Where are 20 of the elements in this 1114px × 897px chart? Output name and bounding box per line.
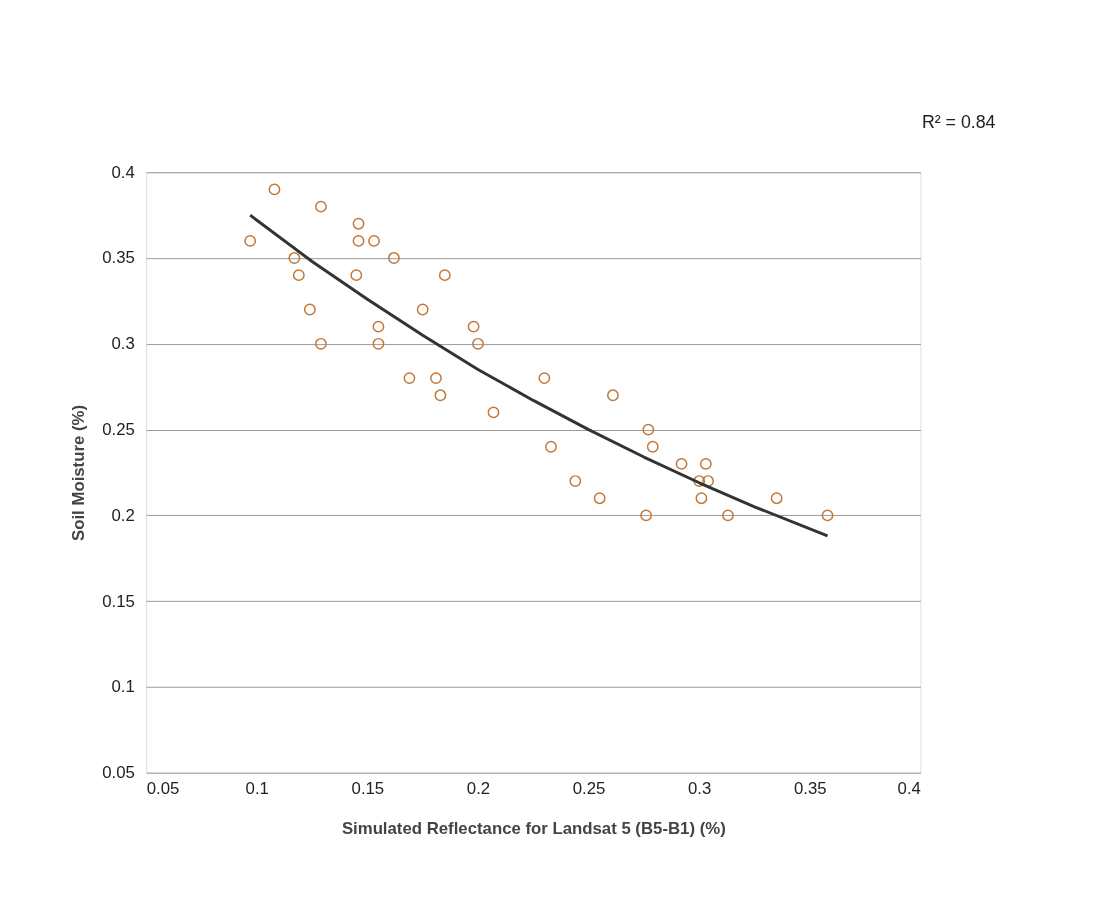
line-series xyxy=(248,213,829,538)
x-tick-label: 0.35 xyxy=(794,778,827,798)
x-tick-label: 0.15 xyxy=(351,778,385,798)
x-tick-label: 0.3 xyxy=(688,778,712,798)
y-axis-title: Soil Moisture (%) xyxy=(69,404,89,541)
y-tick-label: 0.35 xyxy=(102,248,135,268)
x-tick-label: 0.25 xyxy=(572,778,606,798)
text: R² = 0.84 xyxy=(921,111,996,132)
y-tick-label: 0.4 xyxy=(111,162,135,182)
x-tick-label: 0.1 xyxy=(245,778,269,798)
y-tick-label: 0.25 xyxy=(102,420,135,440)
y-tick-label: 0.1 xyxy=(111,677,135,697)
y-tick-label: 0.05 xyxy=(102,763,135,783)
x-axis-title: Simulated Reflectance for Landsat 5 (B5-B1) (%) xyxy=(341,819,726,839)
y-tick-label: 0.3 xyxy=(111,334,135,354)
y-tick-label: 0.15 xyxy=(102,591,135,611)
x-tick-label: 0.2 xyxy=(466,778,491,798)
x-tick-label: 0.4 xyxy=(897,778,921,798)
y-tick-label: 0.2 xyxy=(111,505,135,525)
x-tick-label: 0.05 xyxy=(146,778,180,798)
